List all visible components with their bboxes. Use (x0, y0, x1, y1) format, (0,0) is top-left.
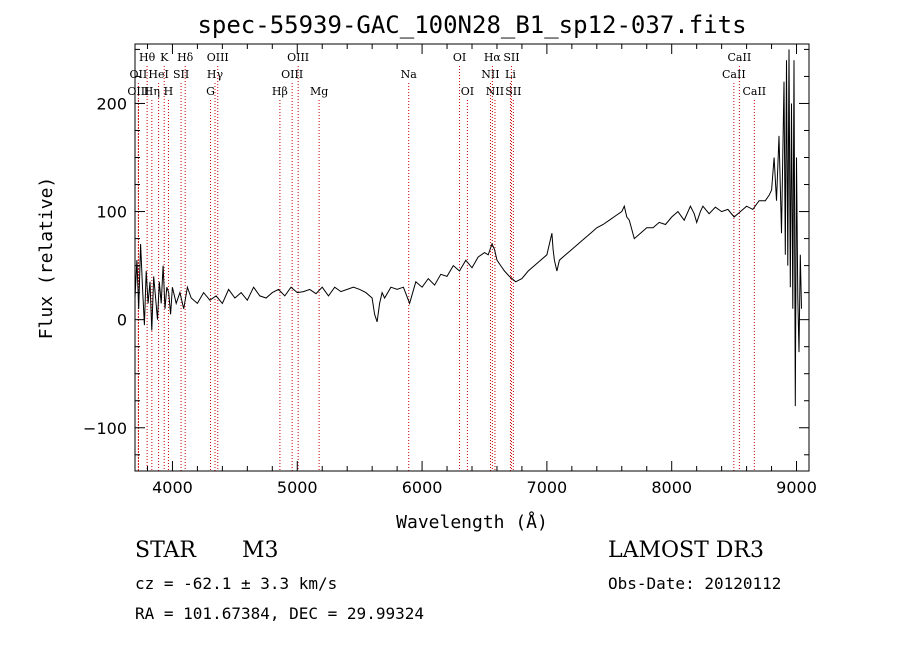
plot-frame (134, 43, 810, 472)
marker-label-25: CaII (728, 51, 752, 64)
spectrum-line (134, 49, 802, 407)
marker-label-18: OI (461, 85, 474, 98)
x-tick-label-5: 9000 (776, 478, 817, 497)
chart-title: spec-55939-GAC_100N28_B1_sp12-037.fits (197, 11, 746, 39)
object-class: STAR (135, 538, 196, 563)
redshift-velocity: cz = -62.1 ± 3.3 km/s (135, 574, 338, 593)
x-tick-label-4: 8000 (651, 478, 692, 497)
spectrum-layer (134, 49, 802, 407)
marker-label-17: OI (453, 51, 466, 64)
observation-date: Obs-Date: 20120112 (608, 574, 782, 593)
y-tick-label-3: 200 (96, 94, 127, 113)
marker-label-19: Hα (484, 51, 502, 64)
y-tick-label-0: −100 (83, 419, 127, 438)
coordinates: RA = 101.67384, DEC = 29.99324 (135, 604, 424, 623)
object-subclass: M3 (242, 538, 279, 563)
marker-label-11: G (206, 85, 215, 98)
marker-label-24: SII (505, 85, 521, 98)
x-tick-label-3: 7000 (527, 478, 568, 497)
x-tick-label-1: 5000 (277, 478, 318, 497)
y-axis-label: Flux (relative) (36, 177, 57, 340)
marker-label-5: K (160, 51, 169, 64)
y-tick-label-1: 0 (117, 311, 127, 330)
marker-label-13: OIII (281, 68, 303, 81)
marker-label-7: SII (173, 68, 189, 81)
survey-name: LAMOST DR3 (608, 538, 764, 563)
marker-label-16: Na (401, 68, 418, 81)
x-axis-label: Wavelength (Å) (396, 511, 548, 533)
marker-label-27: CaII (742, 85, 766, 98)
marker-label-9: OIII (207, 51, 229, 64)
marker-label-10: Hγ (207, 68, 224, 81)
marker-label-21: NII (481, 68, 499, 81)
marker-label-8: Hδ (177, 51, 194, 64)
marker-label-22: Li (505, 68, 516, 81)
x-tick-label-0: 4000 (152, 478, 193, 497)
marker-label-3: HeI (148, 68, 168, 81)
marker-label-26: CaII (722, 68, 746, 81)
y-tick-label-2: 100 (96, 203, 127, 222)
marker-label-1: OII (130, 68, 148, 81)
marker-label-0: Hθ (139, 51, 156, 64)
marker-label-6: H (164, 85, 174, 98)
marker-label-20: SII (503, 51, 519, 64)
marker-label-12: OIII (287, 51, 309, 64)
marker-label-2: OIII (127, 85, 149, 98)
x-tick-label-2: 6000 (402, 478, 443, 497)
marker-label-15: Mg (310, 85, 328, 98)
line-marker-layer: Hθ OII OIII HeI Hη K H SII Hδ OIII Hγ G OIII OIII Hβ Mg… (127, 51, 766, 471)
marker-label-4: Hη (144, 85, 160, 98)
marker-label-14: Hβ (272, 85, 288, 98)
marker-label-23: NII (486, 85, 504, 98)
axis-layer: 4000 5000 6000 7000 8000 9000 −100 0 100 200 (83, 44, 817, 497)
